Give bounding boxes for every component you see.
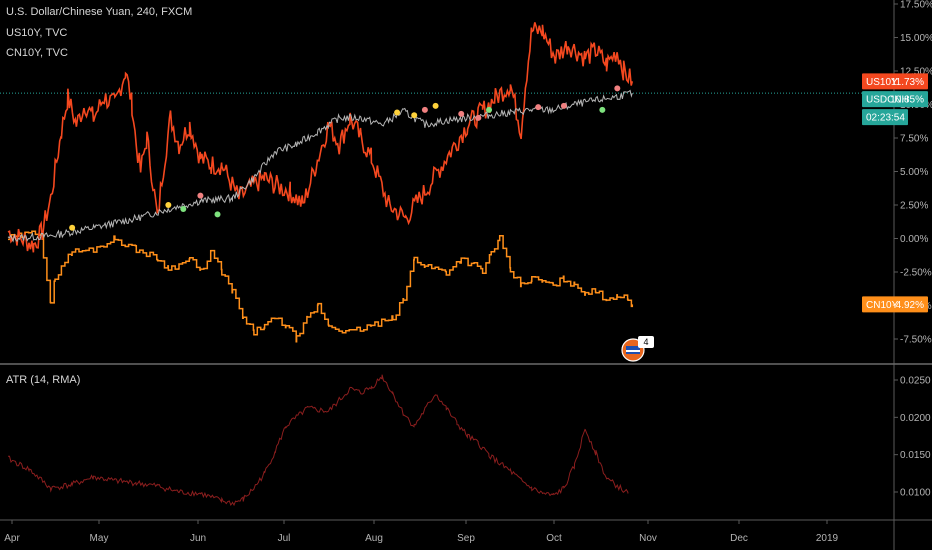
atr-legend: ATR (14, RMA)	[6, 374, 81, 386]
event-dot	[560, 102, 567, 109]
x-tick-label: Sep	[457, 533, 475, 544]
event-markers	[69, 85, 621, 231]
event-dot	[599, 106, 606, 113]
x-tick-label: Oct	[546, 533, 562, 544]
cn10y-badge: CN10Y -4.92%	[862, 296, 928, 313]
economic-event-marker[interactable]: 4	[621, 336, 654, 362]
event-count: 4	[643, 337, 648, 347]
event-dot	[421, 106, 428, 113]
event-dot	[69, 224, 76, 231]
main-series-legend: U.S. Dollar/Chinese Yuan, 240, FXCM	[6, 6, 193, 18]
usdcnh-badge-label: USDCNH	[866, 95, 909, 106]
time-axis-ticks: Apr May Jun Jul Aug Sep Oct Nov Dec 2019	[4, 520, 839, 544]
atr-series-line	[8, 374, 629, 507]
main-y-tick-label: 7.50%	[900, 134, 928, 145]
us10y-badge-label: US10Y	[866, 77, 898, 88]
atr-indicator-pane[interactable]: 0.0250 0.0200 0.0150 0.0100	[8, 374, 931, 507]
us10y-legend: US10Y, TVC	[6, 27, 68, 39]
event-dot	[165, 202, 172, 208]
x-tick-label: Aug	[365, 533, 383, 544]
atr-y-tick-label: 0.0250	[900, 376, 931, 387]
event-dot	[180, 206, 187, 213]
main-y-tick-label: -2.50%	[900, 268, 932, 279]
event-dot	[475, 114, 482, 121]
countdown-timer: 02:23:54	[866, 113, 905, 124]
cn10y-badge-label: CN10Y	[866, 300, 899, 311]
x-tick-label: Jul	[278, 533, 291, 544]
event-dot	[411, 112, 418, 119]
x-tick-label: Jun	[190, 533, 206, 544]
event-dot	[614, 85, 621, 92]
x-tick-label: May	[90, 533, 109, 544]
cn10y-series-line	[8, 230, 634, 343]
us10y-series-line	[7, 22, 634, 253]
main-y-tick-label: -7.50%	[900, 335, 932, 346]
us10y-badge: US10Y 11.73%	[862, 73, 928, 90]
x-tick-label: Apr	[4, 533, 20, 544]
atr-y-tick-label: 0.0150	[900, 450, 931, 461]
countdown-badge: 02:23:54	[862, 109, 908, 126]
event-dot	[486, 106, 493, 113]
atr-y-tick-label: 0.0200	[900, 413, 931, 424]
event-dot	[394, 109, 401, 116]
main-y-tick-label: 5.00%	[900, 167, 928, 178]
main-y-tick-label: 0.00%	[900, 234, 928, 245]
x-tick-label: Dec	[730, 533, 748, 544]
atr-y-axis-ticks: 0.0250 0.0200 0.0150 0.0100	[894, 376, 931, 499]
main-y-tick-label: 17.50%	[900, 0, 932, 11]
usdcnh-badge-value: 10.85%	[890, 95, 924, 106]
usdcnh-badge: USDCNH 10.85%	[862, 91, 928, 108]
event-dot	[458, 110, 465, 117]
us10y-badge-value: 11.73%	[891, 77, 924, 88]
atr-y-tick-label: 0.0100	[900, 488, 931, 499]
event-dot	[432, 102, 439, 109]
cn10y-badge-value: -4.92%	[892, 300, 924, 311]
x-tick-label: 2019	[816, 533, 839, 544]
usdcnh-series-line	[7, 89, 633, 243]
event-dot	[214, 211, 221, 218]
event-dot	[535, 104, 542, 111]
main-y-tick-label: 2.50%	[900, 201, 928, 212]
x-tick-label: Nov	[639, 533, 657, 544]
main-y-tick-label: 12.50%	[900, 67, 932, 78]
cn10y-legend: CN10Y, TVC	[6, 47, 68, 59]
main-y-tick-label: 15.00%	[900, 33, 932, 44]
event-dot	[197, 192, 204, 199]
